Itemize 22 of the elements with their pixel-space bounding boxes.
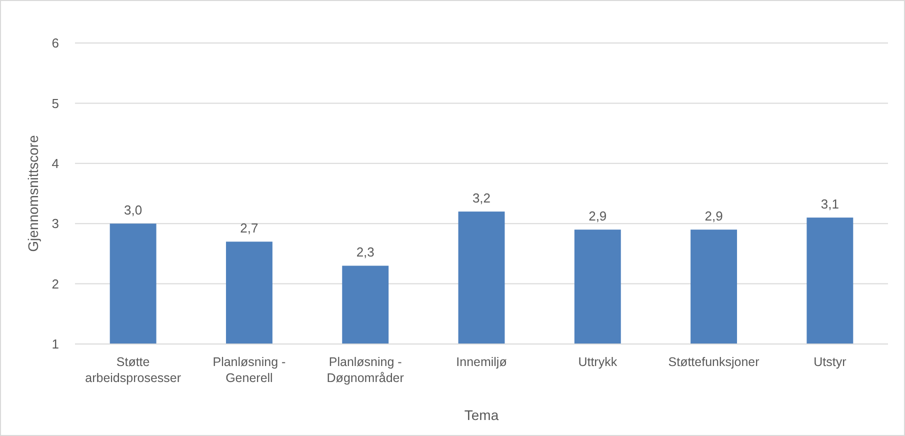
x-tick-label: Innemiljø [456,355,508,369]
x-tick-label: Planløsning - Døgnområder [326,355,404,385]
data-label: 2,7 [240,220,258,236]
x-axis-title: Tema [464,407,499,423]
x-tick-label: Støtte arbeidsprosesser [85,355,182,385]
data-label: 3,1 [820,196,839,212]
data-label: 2,9 [704,208,723,224]
y-axis-title: Gjennomsnittscore [25,134,41,252]
y-tick-label: 2 [52,276,59,292]
data-label: 3,2 [472,190,491,206]
y-tick-label: 6 [52,36,59,51]
x-tick-label: Planløsning - Generell [212,355,286,385]
x-tick-label: Uttrykk [578,355,618,369]
x-tick-label: Støttefunksjoner [668,355,760,369]
x-tick-label: Utstyr [814,355,846,369]
y-tick-label: 5 [52,96,59,111]
data-label: 3,0 [124,202,142,218]
data-label: 2,3 [356,244,374,260]
y-tick-label: 3 [52,216,59,232]
data-label: 2,9 [588,208,607,224]
y-tick-label: 1 [52,336,59,352]
y-tick-label: 4 [52,156,59,171]
